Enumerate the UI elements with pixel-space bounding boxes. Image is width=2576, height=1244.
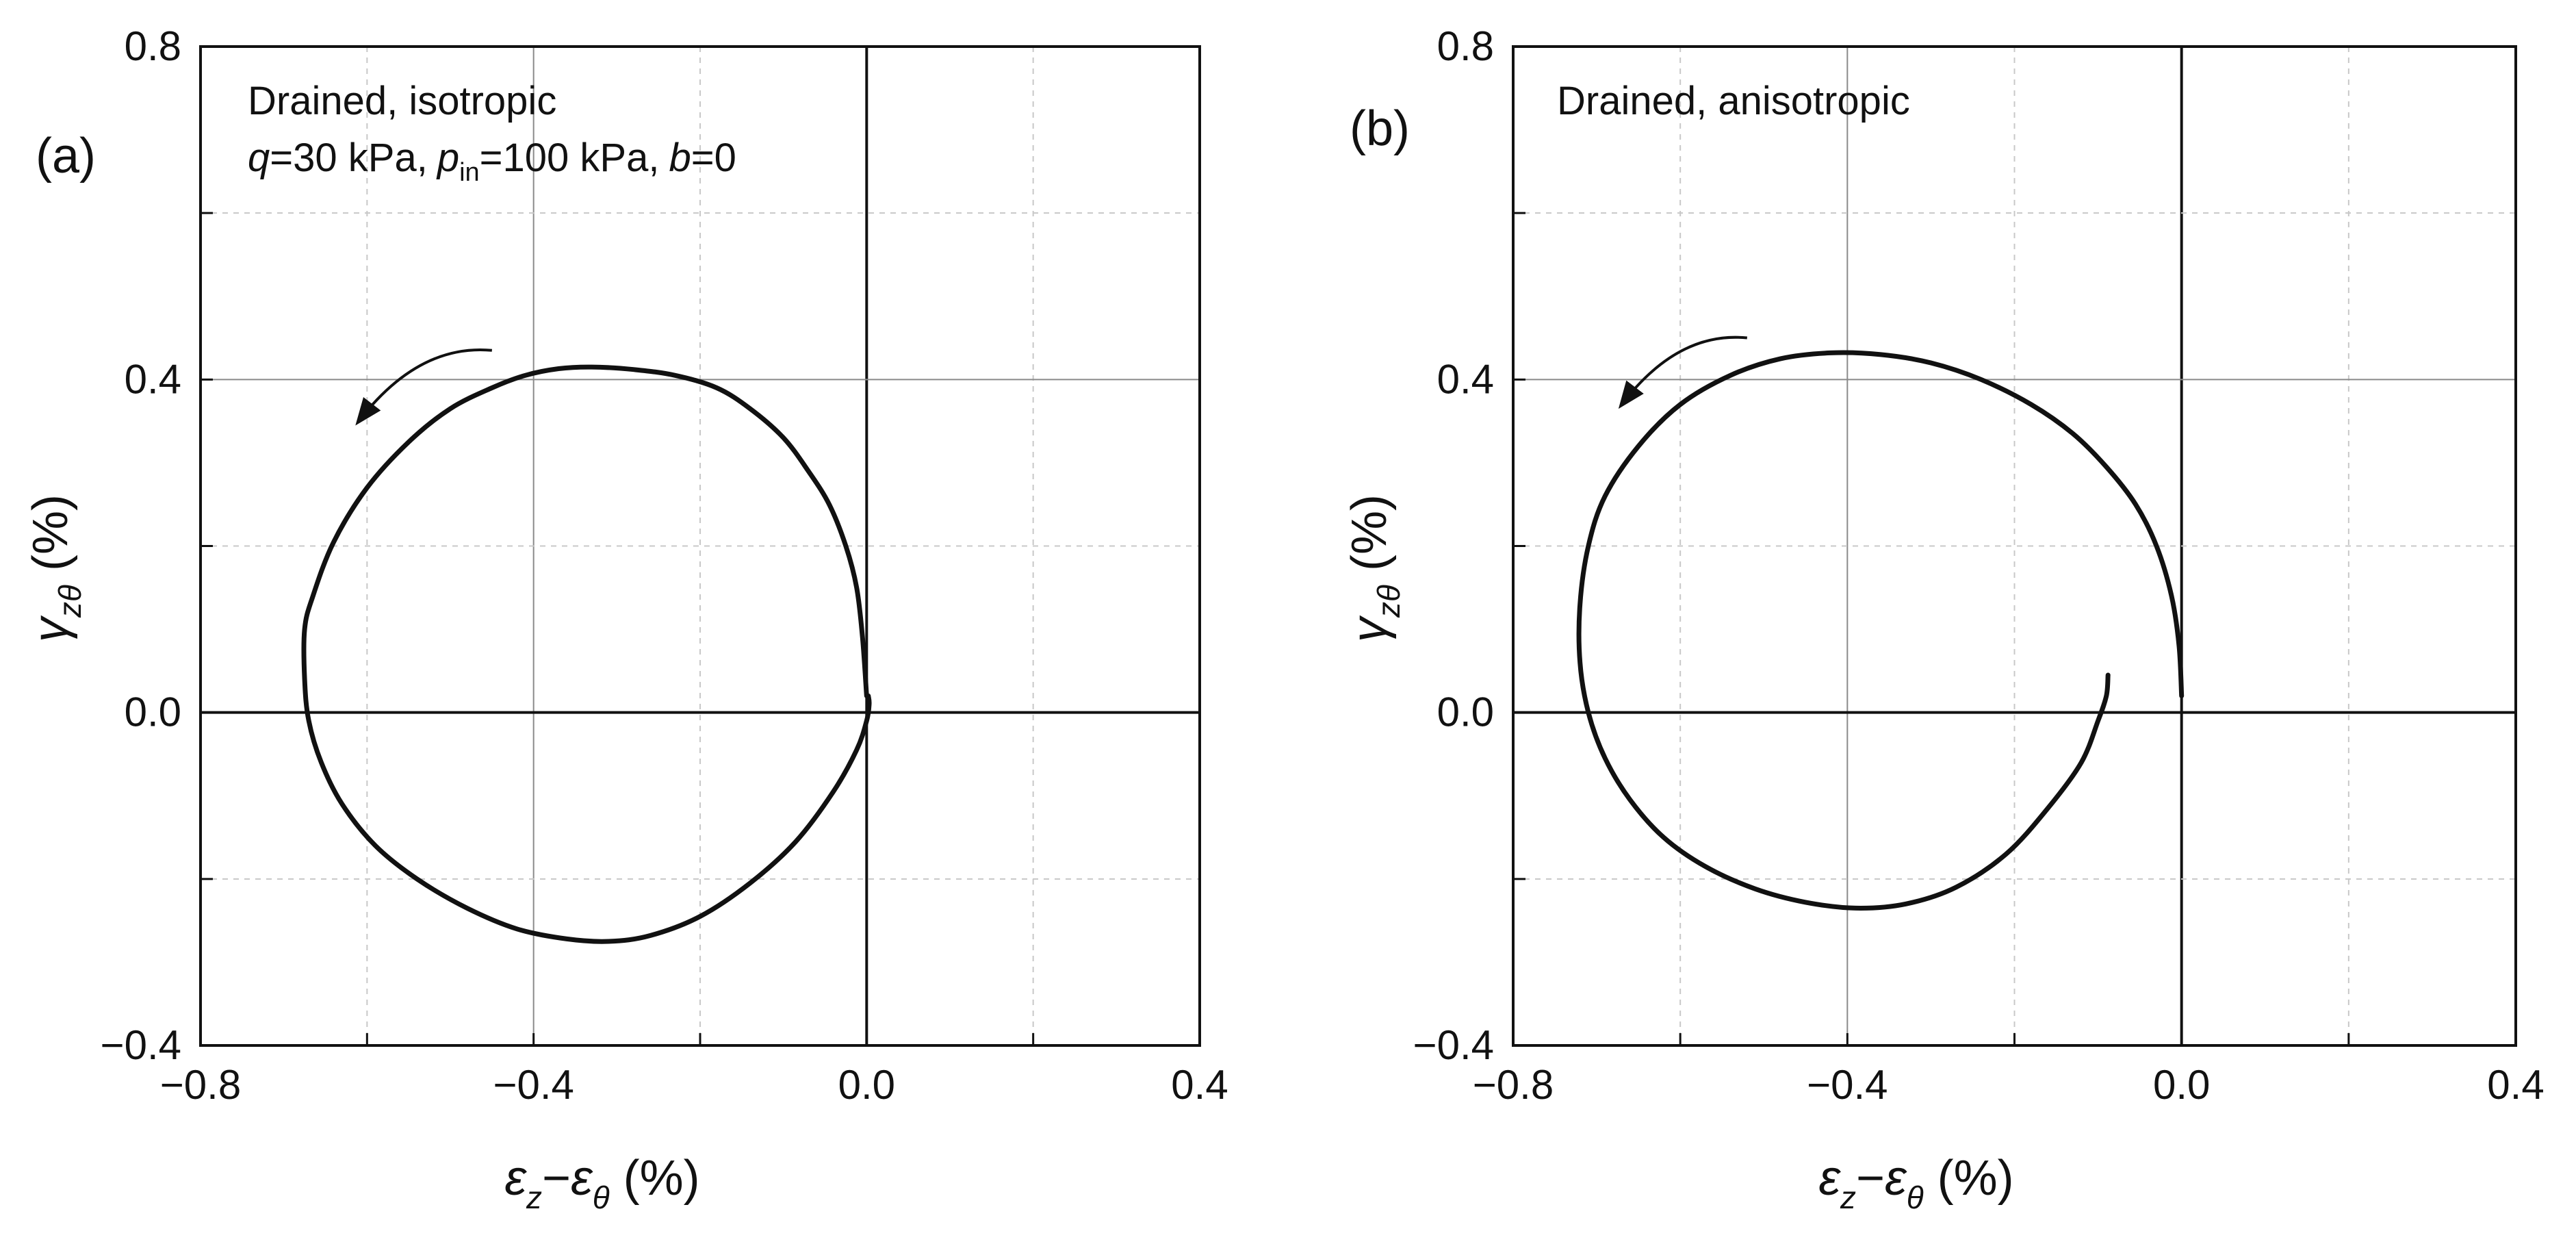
panel-a: (a) Drained, isotropic q=30 kPa, pin=100 …: [23, 23, 1228, 1215]
panel-b-series-line: [1576, 350, 2185, 911]
panel-a-y-tick-label: 0.4: [125, 356, 181, 402]
panel-a-x-axis-label: εz−εθ (%): [504, 1151, 699, 1215]
panel-a-y-axis-label: γzθ (%): [23, 494, 88, 642]
panel-a-y-tick-label: 0.8: [125, 23, 181, 69]
panel-a-series-line: [301, 364, 872, 944]
panel-b-x-tick-label: 0.0: [2153, 1062, 2210, 1108]
annotation-p-value: =100 kPa,: [480, 136, 660, 180]
y-label-subscript: zθ: [52, 585, 88, 618]
panel-a-annotation-line2: q=30 kPa, pin=100 kPa, b=0: [248, 136, 736, 187]
x-label-dash: −: [542, 1151, 571, 1206]
x-label-subscript-1: z: [1840, 1180, 1856, 1215]
panel-b: (b) Drained, anisotropic εz−εθ (%) γzθ (…: [1342, 23, 2545, 1215]
panel-b-x-tick-label: 0.4: [2487, 1062, 2544, 1108]
panel-b-label: (b): [1350, 101, 1410, 156]
y-label-unit: (%): [23, 494, 78, 585]
annotation-p-subscript: in: [459, 158, 480, 187]
annotation-b-value: =0: [691, 136, 736, 180]
annotation-p-symbol: p: [436, 136, 459, 180]
panel-a-label: (a): [36, 129, 96, 183]
panel-b-direction-arrow: [1618, 335, 1748, 409]
panel-a-x-tick-label: −0.8: [160, 1062, 241, 1108]
x-label-symbol-2: ε: [571, 1151, 593, 1206]
x-label-subscript-2: θ: [1907, 1180, 1924, 1215]
x-label-symbol-2: ε: [1885, 1151, 1907, 1206]
panel-b-x-tick-label: −0.8: [1473, 1062, 1554, 1108]
panel-a-frame: [199, 45, 1201, 1047]
panel-b-y-tick-label: 0.4: [1437, 356, 1494, 402]
x-label-symbol-1: ε: [1818, 1151, 1841, 1206]
x-label-unit: (%): [1924, 1151, 2014, 1206]
panel-b-frame: [1512, 45, 2517, 1047]
panel-b-y-axis-label: γzθ (%): [1342, 494, 1406, 642]
annotation-q-symbol: q: [248, 136, 270, 180]
panel-b-x-axis-label: εz−εθ (%): [1818, 1151, 2013, 1215]
panel-b-plot-area: [1512, 45, 2517, 1047]
panel-a-y-tick-label: 0.0: [125, 689, 181, 735]
panel-a-plot-area: [199, 45, 1201, 1047]
panel-a-x-tick-label: 0.0: [838, 1062, 895, 1108]
panel-a-direction-arrow: [355, 348, 493, 426]
panel-a-x-tick-label: 0.4: [1171, 1062, 1228, 1108]
panel-a-y-tick-label: −0.4: [101, 1022, 181, 1068]
annotation-b-symbol: b: [669, 136, 691, 180]
x-label-subscript-1: z: [526, 1180, 542, 1215]
panel-a-x-tick-label: −0.4: [493, 1062, 574, 1108]
panel-b-annotation: Drained, anisotropic: [1557, 79, 1910, 123]
panel-a-annotation-line1: Drained, isotropic: [248, 79, 556, 123]
annotation-q-value: =30 kPa,: [270, 136, 428, 180]
panel-b-y-tick-label: −0.4: [1413, 1022, 1494, 1068]
x-label-symbol-1: ε: [504, 1151, 527, 1206]
y-label-subscript: zθ: [1371, 585, 1406, 618]
x-label-dash: −: [1856, 1151, 1885, 1206]
panel-b-y-tick-label: 0.8: [1437, 23, 1494, 69]
y-label-unit: (%): [1342, 494, 1397, 585]
x-label-subscript-2: θ: [593, 1180, 610, 1215]
x-label-unit: (%): [610, 1151, 700, 1206]
panel-b-y-tick-label: 0.0: [1437, 689, 1494, 735]
y-label-symbol: γ: [1342, 615, 1397, 642]
y-label-symbol: γ: [23, 615, 78, 642]
panel-b-x-tick-label: −0.4: [1807, 1062, 1888, 1108]
